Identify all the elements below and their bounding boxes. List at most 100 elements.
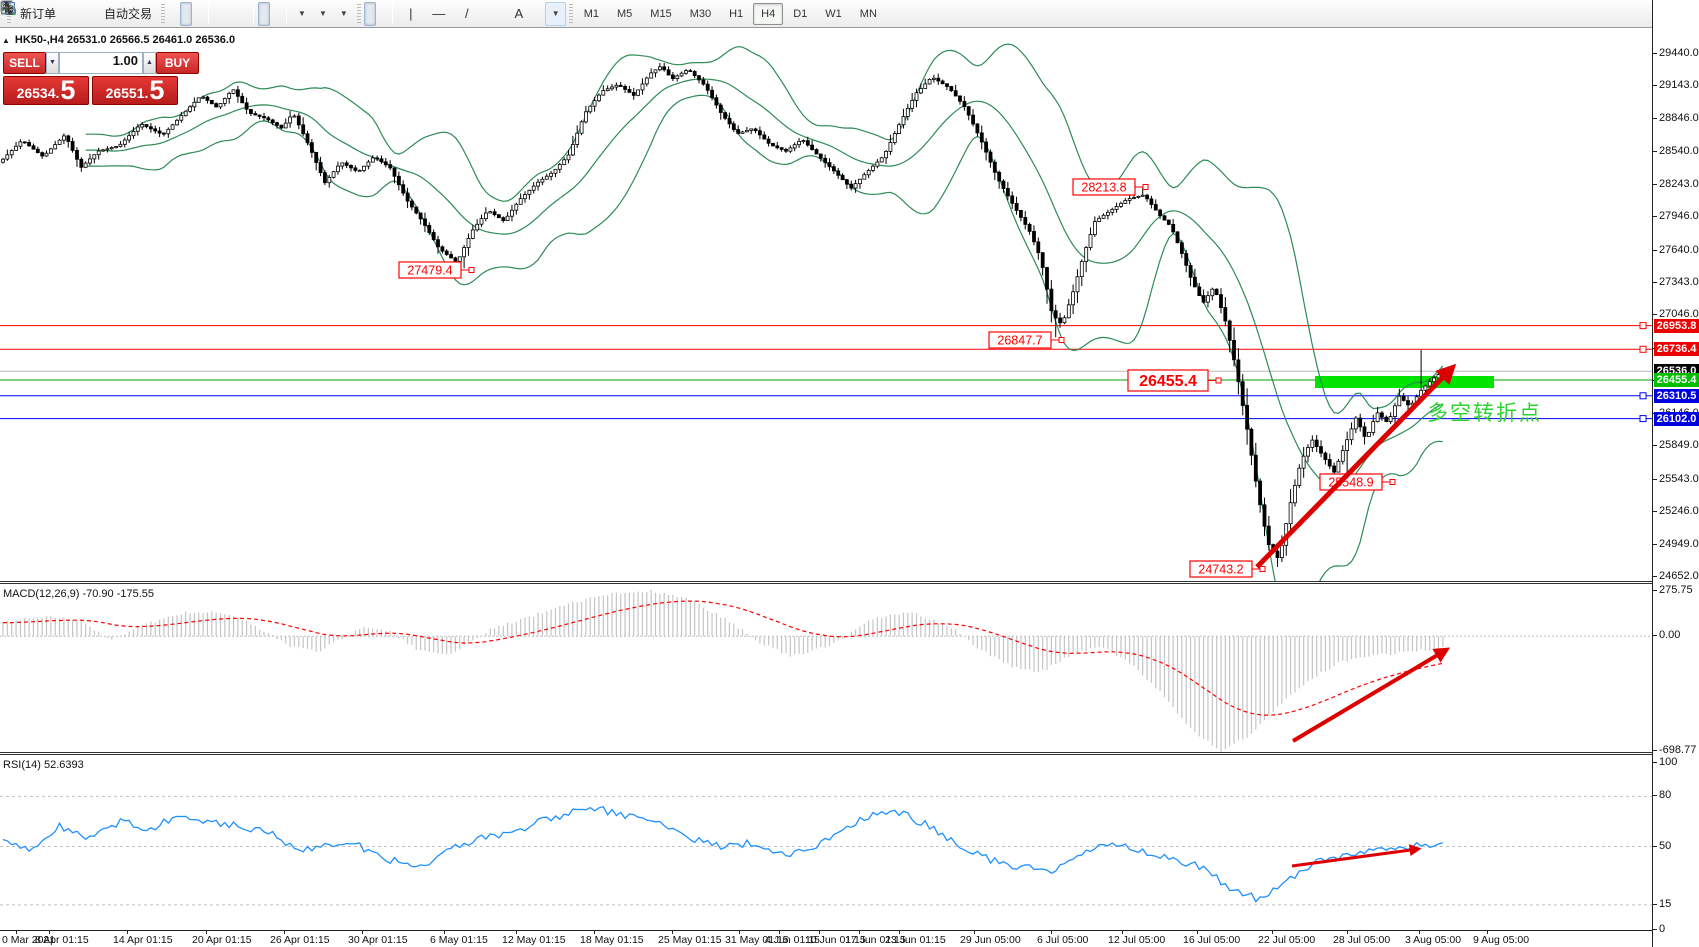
indicators-button[interactable]: ▼ bbox=[0, 1, 312, 26]
sell-quote-tile[interactable]: 26534. 5 bbox=[3, 76, 89, 105]
trend-line-button[interactable]: / bbox=[453, 2, 481, 26]
candle-body bbox=[927, 79, 932, 85]
line-chart-button[interactable] bbox=[1, 2, 204, 26]
support-zone-rect bbox=[1315, 376, 1494, 388]
candle-body bbox=[1319, 446, 1323, 454]
time-axis-label: 18 May 01:15 bbox=[580, 934, 644, 946]
candle-body bbox=[431, 232, 436, 240]
time-axis-label: 6 May 01:15 bbox=[430, 934, 488, 946]
time-axis-label: 29 Jun 05:00 bbox=[960, 934, 1021, 946]
zoom-in-button[interactable] bbox=[1, 1, 225, 26]
time-axis-label: 26 Apr 01:15 bbox=[270, 934, 330, 946]
rsi-canvas[interactable] bbox=[0, 755, 1652, 930]
timeframe-button-d1[interactable]: D1 bbox=[793, 7, 808, 20]
new-order-button[interactable]: 新订单 bbox=[1, 0, 62, 26]
crosshair-button[interactable] bbox=[2, 2, 388, 26]
time-axis-tick bbox=[739, 931, 740, 934]
candle-body bbox=[727, 117, 732, 125]
candle-body bbox=[753, 128, 758, 132]
zoom-out-button[interactable] bbox=[1, 1, 237, 26]
candlestick-chart-button[interactable] bbox=[2, 1, 193, 26]
candle-body bbox=[1223, 307, 1228, 322]
timeframe-button-w1[interactable]: W1 bbox=[825, 7, 842, 20]
fibonacci-button[interactable]: F bbox=[2, 2, 505, 26]
candle-body bbox=[205, 96, 210, 101]
dropdown-caret-icon: ▼ bbox=[318, 9, 327, 18]
candle-body bbox=[1079, 261, 1084, 278]
candle-body bbox=[288, 116, 293, 124]
candle-body bbox=[457, 256, 462, 262]
candle-body bbox=[740, 131, 745, 134]
toolbar-grip[interactable] bbox=[161, 3, 166, 24]
auto-scroll-button[interactable] bbox=[3, 1, 271, 26]
text-label-button[interactable]: T bbox=[1, 2, 545, 26]
volume-input[interactable]: 1.00 bbox=[59, 52, 143, 74]
cursor-button[interactable] bbox=[5, 1, 376, 26]
periods-button[interactable]: ▼ bbox=[1, 1, 333, 26]
time-axis-tick bbox=[1051, 931, 1052, 934]
toolbar-grip[interactable] bbox=[568, 3, 573, 24]
time-axis-label: 20 Apr 01:15 bbox=[192, 934, 252, 946]
toolbar-grip[interactable] bbox=[356, 3, 361, 24]
candle-body bbox=[1393, 405, 1397, 417]
price-chart-panel[interactable]: 28213.8 27479.4 26847.7 26455.4 25548.9 24743… bbox=[0, 28, 1652, 581]
text-button[interactable]: A bbox=[505, 2, 533, 26]
sell-button[interactable]: SELL bbox=[3, 52, 46, 74]
macd-canvas[interactable] bbox=[0, 584, 1652, 752]
timeframe-button-m1[interactable]: M1 bbox=[583, 7, 599, 20]
macd-indicator-panel[interactable]: MACD(12,26,9) -70.90 -175.55 bbox=[0, 584, 1652, 752]
rsi-indicator-panel[interactable]: RSI(14) 52.6393 bbox=[0, 755, 1652, 930]
volume-increase-button[interactable]: ▲ bbox=[143, 52, 156, 74]
candle-body bbox=[396, 175, 401, 186]
templates-button[interactable]: ▼ bbox=[1, 2, 354, 26]
quotes-button[interactable] bbox=[2, 2, 74, 26]
time-axis[interactable]: 0 Mar 2021 8 Apr 01:15 14 Apr 01:15 20 Apr … bbox=[0, 931, 1652, 947]
candle-body bbox=[640, 83, 645, 91]
main-toolbar: 新订单 自动交易 ▼ ▼ ▼ | — / E F A bbox=[0, 0, 1699, 28]
broadcast-button[interactable] bbox=[1, 1, 98, 26]
candle-body bbox=[144, 124, 149, 128]
horizontal-line-button[interactable]: — bbox=[425, 2, 453, 26]
time-axis-label: 10 Jun 01:15 bbox=[805, 934, 866, 946]
volume-decrease-button[interactable]: ▼ bbox=[46, 52, 59, 74]
arrows-button[interactable]: ▼ bbox=[2, 1, 566, 26]
bar-chart-button[interactable] bbox=[2, 2, 180, 26]
candle-body bbox=[327, 176, 332, 184]
tile-windows-button[interactable] bbox=[2, 2, 249, 26]
timeframe-button-m5[interactable]: M5 bbox=[617, 7, 633, 20]
candle-body bbox=[897, 124, 901, 134]
timeframe-button-h4[interactable]: H4 bbox=[753, 2, 784, 25]
candle-body bbox=[592, 100, 597, 107]
candle-body bbox=[1014, 202, 1019, 211]
vertical-line-button[interactable]: | bbox=[397, 2, 425, 26]
candle-body bbox=[1266, 525, 1271, 546]
candle-body bbox=[14, 145, 18, 151]
timeframe-button-h1[interactable]: H1 bbox=[729, 7, 744, 20]
candle-body bbox=[584, 111, 588, 123]
candle-body bbox=[488, 211, 493, 214]
buy-button[interactable]: BUY bbox=[156, 52, 199, 74]
chart-shift-button[interactable] bbox=[3, 2, 282, 26]
autotrading-button[interactable]: 自动交易 bbox=[0, 1, 158, 26]
candle-body bbox=[862, 174, 867, 180]
buy-quote-tile[interactable]: 26551. 5 bbox=[92, 76, 178, 105]
timeframe-button-m30[interactable]: M30 bbox=[689, 7, 712, 20]
timeframe-button-m15[interactable]: M15 bbox=[650, 7, 672, 20]
price-tag-text-27479.4: 27479.4 bbox=[407, 264, 452, 278]
level-handle-26102.0 bbox=[1639, 415, 1647, 423]
candle-body bbox=[118, 143, 123, 147]
timeframe-button-mn[interactable]: MN bbox=[859, 7, 877, 20]
collapse-triangle-icon[interactable]: ▲ bbox=[2, 35, 10, 45]
price-axis[interactable]: 29440.0 29143.0 28846.0 28540.0 28243.0 27946… bbox=[1652, 0, 1699, 947]
time-axis-tick bbox=[1347, 931, 1348, 934]
candle-body bbox=[949, 86, 954, 91]
candle-body bbox=[305, 133, 310, 144]
equidistant-channel-button[interactable]: E bbox=[1, 2, 493, 26]
price-axis-badge-26455.4: 26455.4 bbox=[1654, 373, 1699, 387]
panel-divider[interactable] bbox=[0, 752, 1652, 755]
price-tag-anchor bbox=[1389, 479, 1396, 485]
panel-divider[interactable] bbox=[0, 581, 1652, 584]
candle-body bbox=[1323, 452, 1328, 461]
market-watch-button[interactable] bbox=[1, 1, 86, 26]
price-chart-canvas[interactable]: 28213.827479.426847.726455.425548.924743… bbox=[0, 28, 1652, 581]
